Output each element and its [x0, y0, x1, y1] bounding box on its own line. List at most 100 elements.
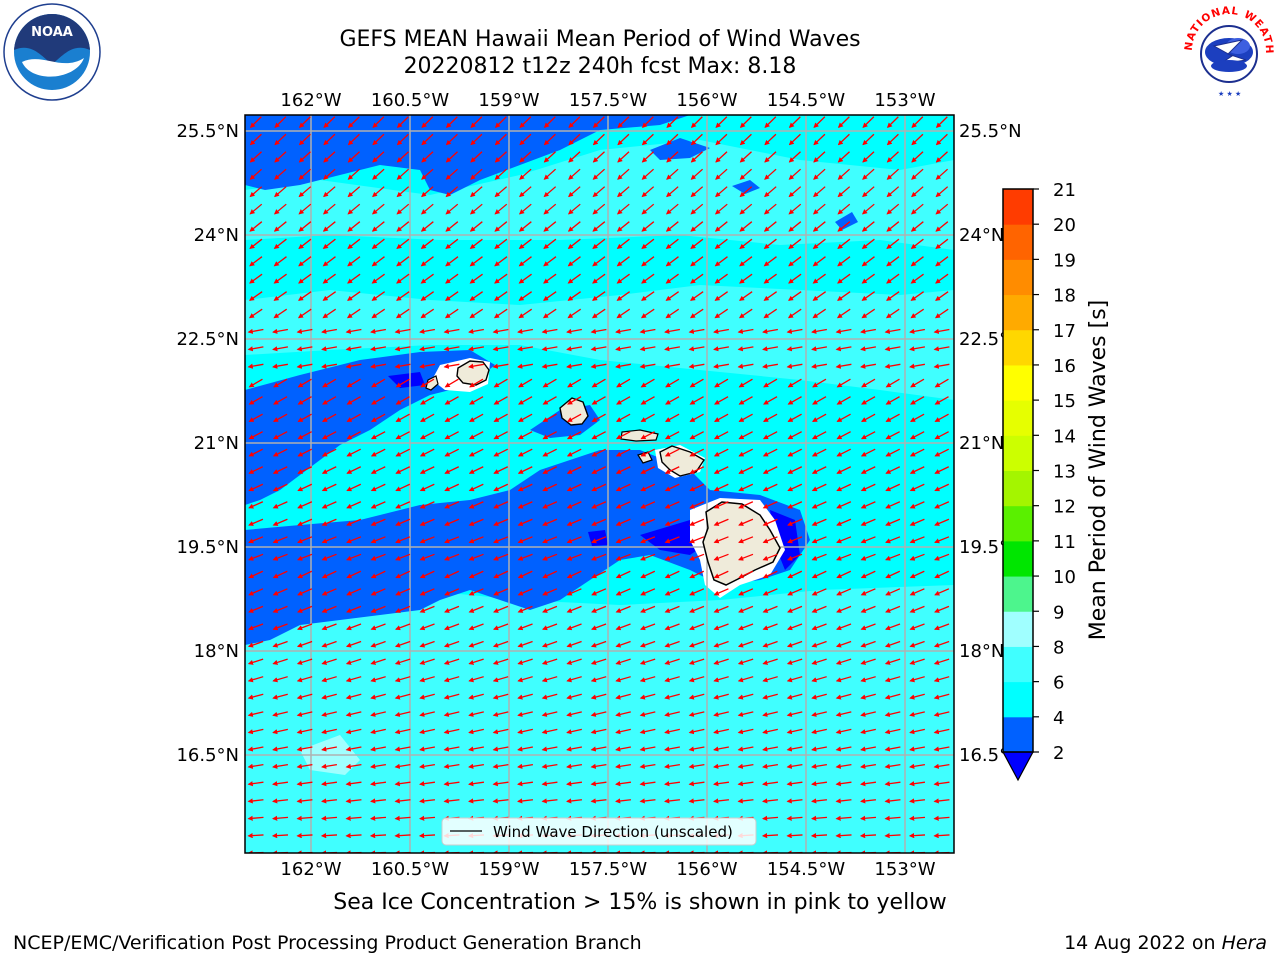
- wind-wave-arrow: [370, 448, 386, 457]
- wind-wave-arrow: [517, 623, 533, 631]
- wind-wave-arrow: [665, 308, 680, 319]
- wind-wave-arrow: [395, 553, 411, 561]
- wind-wave-arrow: [394, 640, 411, 648]
- wind-wave-arrow: [321, 711, 337, 717]
- wind-wave-arrow: [272, 501, 288, 509]
- wind-wave-arrow: [713, 640, 729, 648]
- wind-wave-arrow: [371, 378, 386, 388]
- wind-wave-arrow: [615, 501, 631, 509]
- wind-wave-arrow: [787, 431, 802, 440]
- wind-wave-arrow: [639, 693, 656, 700]
- wind-wave-arrow: [787, 483, 803, 492]
- wind-wave-arrow: [837, 133, 850, 146]
- colorbar-tick-label: 16: [1053, 356, 1076, 377]
- wind-wave-arrow: [886, 238, 900, 250]
- wind-wave-arrow: [640, 553, 656, 561]
- wind-wave-arrow: [762, 553, 778, 561]
- wind-wave-arrow: [322, 273, 336, 284]
- wind-wave-arrow: [517, 466, 533, 474]
- wind-wave-arrow: [321, 346, 337, 352]
- wind-wave-arrow: [615, 658, 631, 665]
- wind-wave-arrow: [616, 291, 631, 301]
- wind-wave-arrow: [273, 203, 287, 215]
- wind-wave-arrow: [689, 378, 704, 388]
- wind-wave-arrow: [812, 221, 826, 232]
- wind-wave-arrow: [641, 186, 655, 198]
- wind-wave-arrow: [935, 238, 949, 250]
- wind-wave-arrow: [298, 291, 312, 301]
- wind-wave-arrow: [443, 363, 460, 369]
- lon-tick-label-bottom: 157.5°W: [569, 859, 648, 880]
- wind-wave-arrow: [664, 448, 680, 457]
- wind-wave-arrow: [543, 116, 556, 128]
- colorbar-tick-label: 9: [1053, 602, 1064, 623]
- wind-wave-arrow: [885, 553, 901, 561]
- wind-wave-arrow: [911, 116, 924, 128]
- wind-wave-arrow: [714, 203, 728, 215]
- wind-wave-arrow: [813, 186, 826, 198]
- wind-wave-arrow: [664, 658, 680, 665]
- wind-wave-arrow: [836, 553, 852, 561]
- wind-wave-arrow: [347, 238, 361, 250]
- wind-wave-arrow: [568, 168, 581, 180]
- wind-wave-arrow: [737, 640, 754, 648]
- wind-wave-arrow: [860, 693, 876, 700]
- wind-wave-arrow: [739, 221, 753, 232]
- wind-wave-arrows: [247, 116, 950, 853]
- wind-wave-arrow: [763, 203, 777, 215]
- wind-wave-arrow: [590, 363, 607, 369]
- wind-wave-arrow: [909, 640, 925, 648]
- wind-wave-arrow: [541, 711, 558, 717]
- wind-wave-arrow: [664, 466, 680, 474]
- wind-wave-arrow: [861, 291, 876, 301]
- nws-logo-icon: NATIONAL WEATHER SERVICE ★ ★ ★: [1180, 2, 1276, 98]
- lat-tick-label-left: 22.5°N: [176, 329, 239, 350]
- wind-wave-arrow: [248, 396, 263, 405]
- wind-wave-arrow: [764, 186, 777, 198]
- wind-wave-arrow: [592, 291, 606, 301]
- wind-wave-arrow: [419, 570, 435, 579]
- wind-wave-arrow: [372, 168, 385, 180]
- wind-wave-arrow: [885, 501, 901, 509]
- wind-wave-arrow: [689, 396, 704, 405]
- wind-wave-arrow: [665, 238, 679, 250]
- wind-wave-arrow: [372, 133, 385, 146]
- wind-wave-arrow: [836, 518, 852, 526]
- wind-wave-arrow: [616, 413, 631, 422]
- wind-wave-arrow: [713, 711, 729, 717]
- wind-wave-arrow: [542, 431, 557, 440]
- wind-wave-arrow: [688, 711, 705, 717]
- machine-name: Hera: [1221, 932, 1267, 954]
- wind-wave-arrow: [444, 378, 459, 388]
- colorbar-tick-label: 21: [1053, 180, 1076, 201]
- wind-wave-arrow: [567, 203, 581, 215]
- wind-wave-arrow: [494, 203, 508, 215]
- wind-wave-arrow: [297, 378, 312, 388]
- wind-wave-arrow: [272, 483, 288, 492]
- colorbar-segment: [1003, 189, 1033, 225]
- wind-wave-arrow: [249, 133, 262, 146]
- wind-wave-arrow: [419, 536, 435, 544]
- wind-wave-arrow: [347, 256, 361, 267]
- colorbar-tick-label: 13: [1053, 462, 1076, 483]
- wind-wave-arrow: [420, 396, 435, 405]
- wind-wave-arrow: [615, 605, 631, 613]
- wind-wave-arrow: [445, 256, 459, 267]
- wind-wave-arrow: [566, 328, 582, 334]
- wind-wave-arrow: [322, 378, 337, 388]
- wind-wave-arrow: [665, 273, 679, 284]
- wind-wave-arrow: [395, 605, 411, 613]
- wind-wave-arrow: [272, 570, 288, 579]
- wind-wave-arrow: [690, 291, 704, 301]
- wind-wave-arrow: [468, 553, 484, 561]
- wind-wave-arrow: [444, 448, 459, 457]
- wind-wave-arrow: [910, 273, 924, 284]
- wind-wave-arrow: [713, 623, 729, 631]
- wind-wave-arrow: [445, 291, 459, 301]
- wind-wave-arrow: [517, 363, 533, 369]
- lon-tick-label-top: 160.5°W: [371, 90, 450, 111]
- wind-wave-arrow: [494, 116, 507, 128]
- colorbar-segment: [1003, 294, 1033, 331]
- wind-wave-arrow: [272, 363, 288, 369]
- wind-wave-arrow: [345, 676, 362, 683]
